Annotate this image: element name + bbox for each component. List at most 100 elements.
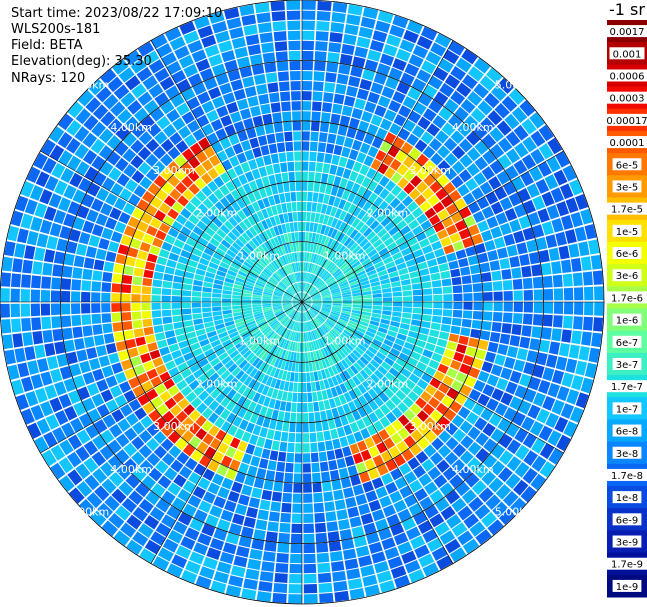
ray-bin (210, 119, 223, 132)
ray-bin (578, 241, 590, 257)
ray-bin (306, 272, 310, 283)
ray-bin (486, 398, 499, 412)
ray-bin (208, 193, 219, 205)
ray-bin (93, 334, 105, 346)
ray-bin (378, 528, 393, 541)
ray-bin (450, 268, 461, 278)
ray-bin (151, 295, 161, 302)
ray-bin (291, 321, 296, 331)
ray-bin (367, 327, 377, 335)
ray-bin (60, 303, 71, 315)
ray-bin (208, 412, 219, 424)
ray-bin (151, 302, 161, 310)
ray-bin (278, 282, 287, 290)
ray-bin (360, 513, 374, 525)
ray-bin (563, 287, 574, 301)
ray-bin (428, 75, 443, 90)
ray-bin (232, 295, 242, 299)
ray-bin (229, 245, 239, 255)
ray-bin (114, 371, 127, 384)
ray-bin (153, 445, 167, 459)
ray-bin (110, 101, 126, 117)
ray-bin (177, 362, 189, 373)
ray-bin (366, 377, 376, 388)
ray-bin (470, 328, 481, 339)
ray-bin (302, 300, 312, 302)
ray-bin (362, 291, 372, 296)
ray-bin (27, 422, 42, 439)
ray-bin (293, 298, 302, 302)
ray-bin (257, 199, 266, 210)
ray-bin (457, 505, 473, 521)
ray-bin (543, 302, 554, 314)
ray-bin (187, 39, 203, 54)
ray-bin (359, 78, 373, 91)
ray-bin (48, 193, 62, 209)
ray-bin (347, 322, 357, 329)
radial-spoke (301, 150, 564, 303)
ray-bin (372, 338, 383, 347)
ray-bin (493, 302, 503, 312)
ray-bin (357, 440, 368, 452)
ray-bin (409, 188, 421, 200)
ray-bin (283, 318, 290, 327)
ray-bin (344, 558, 359, 570)
ray-bin (305, 222, 310, 232)
ray-bin (379, 53, 395, 67)
ray-bin (111, 488, 127, 504)
ray-bin (111, 312, 122, 322)
ray-bin (294, 151, 302, 161)
ray-bin (398, 241, 409, 251)
ray-bin (347, 4, 363, 16)
ray-bin (210, 339, 221, 348)
ray-bin (345, 180, 355, 191)
ray-bin (305, 311, 310, 321)
ray-bin (444, 451, 459, 466)
ray-bin (164, 330, 176, 339)
ray-bin (285, 402, 292, 412)
ray-bin (300, 272, 302, 282)
ray-bin (539, 461, 555, 478)
ray-bin (100, 389, 114, 403)
ray-bin (422, 108, 437, 122)
ray-bin (390, 565, 407, 579)
ray-bin (265, 284, 275, 290)
ray-bin (316, 339, 323, 349)
ray-bin (312, 101, 322, 112)
ray-bin (491, 444, 506, 459)
ray-bin (308, 286, 316, 295)
ray-bin (298, 302, 302, 312)
ray-bin (461, 49, 478, 65)
ray-bin (315, 316, 324, 324)
ray-bin (416, 181, 429, 194)
ray-bin (354, 46, 369, 59)
ray-bin (473, 292, 483, 301)
ray-bin (258, 581, 273, 592)
ray-bin (526, 183, 540, 198)
ray-bin (253, 370, 262, 381)
ray-bin (379, 175, 390, 188)
ray-bin (302, 299, 312, 302)
ray-bin (160, 138, 174, 153)
ray-bin (323, 225, 331, 236)
ray-bin (61, 278, 72, 290)
ray-bin (343, 329, 353, 337)
radial-spoke (150, 301, 303, 564)
ray-bin (214, 163, 226, 175)
ray-bin (259, 499, 271, 511)
ray-bin (283, 411, 291, 422)
ray-bin (335, 135, 346, 146)
ray-bin (433, 474, 448, 489)
ray-bin (289, 563, 302, 574)
ray-bin (166, 505, 181, 520)
ray-bin (276, 142, 286, 153)
ray-bin (168, 343, 180, 353)
ray-bin (198, 390, 210, 402)
ray-bin (248, 240, 257, 250)
ray-bin (308, 252, 313, 263)
ray-bin (362, 189, 373, 200)
ray-bin (194, 177, 206, 190)
ray-bin (36, 358, 49, 373)
ray-bin (290, 320, 295, 330)
ray-bin (546, 204, 560, 220)
